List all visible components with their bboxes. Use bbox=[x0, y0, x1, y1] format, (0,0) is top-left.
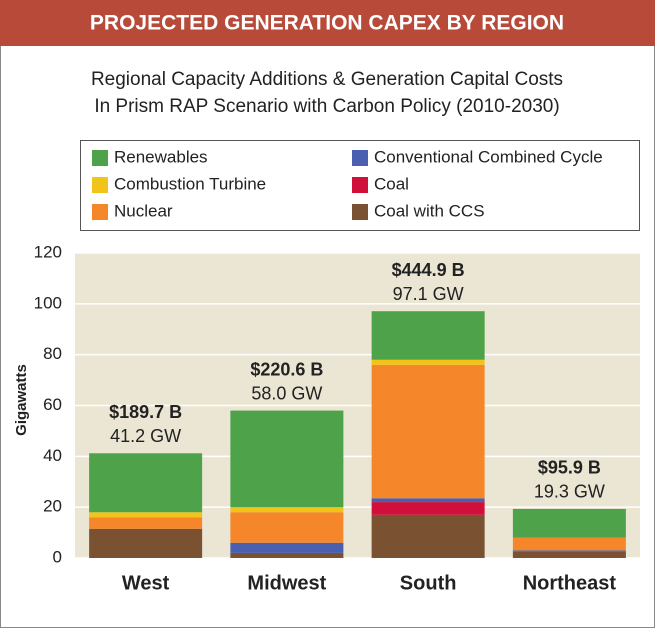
bar-segment bbox=[230, 542, 344, 553]
y-tick-label: 120 bbox=[34, 242, 62, 261]
x-tick-label: South bbox=[400, 572, 457, 594]
legend-label: Coal bbox=[374, 174, 409, 193]
chart-title: Regional Capacity Additions & Generation… bbox=[91, 69, 563, 90]
header-band bbox=[0, 0, 655, 46]
y-tick-label: 40 bbox=[43, 446, 62, 465]
y-tick-label: 80 bbox=[43, 344, 62, 363]
bar-segment bbox=[230, 507, 344, 513]
bar-segment bbox=[512, 537, 626, 551]
legend-label: Conventional Combined Cycle bbox=[374, 147, 603, 166]
cost-label: $189.7 B bbox=[109, 402, 182, 422]
bar-segment bbox=[371, 514, 485, 558]
y-tick-label: 0 bbox=[53, 547, 62, 566]
legend-swatch bbox=[352, 150, 368, 166]
cost-label: $444.9 B bbox=[392, 260, 465, 280]
bar-segment bbox=[230, 512, 344, 543]
bar-segment bbox=[89, 512, 203, 518]
bar-segment bbox=[89, 517, 203, 529]
y-tick-label: 20 bbox=[43, 497, 62, 516]
bar-segment bbox=[512, 551, 626, 558]
bar-segment bbox=[371, 498, 485, 503]
legend-swatch bbox=[352, 177, 368, 193]
legend-swatch bbox=[92, 150, 108, 166]
total-label: 58.0 GW bbox=[251, 383, 322, 403]
bar-segment bbox=[371, 502, 485, 515]
x-tick-label: Northeast bbox=[523, 572, 617, 594]
bar-segment bbox=[230, 410, 344, 508]
legend-label: Renewables bbox=[114, 147, 208, 166]
chart-subtitle: In Prism RAP Scenario with Carbon Policy… bbox=[94, 96, 559, 117]
legend-label: Nuclear bbox=[114, 201, 173, 220]
total-label: 41.2 GW bbox=[110, 426, 181, 446]
bar-segment bbox=[230, 552, 344, 558]
legend-swatch bbox=[352, 204, 368, 220]
x-tick-label: Midwest bbox=[247, 572, 326, 594]
cost-label: $95.9 B bbox=[538, 458, 601, 478]
bar-segment bbox=[512, 550, 626, 552]
bar-segment bbox=[89, 453, 203, 513]
y-tick-label: 60 bbox=[43, 395, 62, 414]
legend-swatch bbox=[92, 204, 108, 220]
total-label: 19.3 GW bbox=[534, 482, 605, 502]
header-title: PROJECTED GENERATION CAPEX BY REGION bbox=[90, 12, 564, 35]
bar-segment bbox=[371, 311, 485, 360]
legend-swatch bbox=[92, 177, 108, 193]
y-tick-label: 100 bbox=[34, 293, 62, 312]
bar-segment bbox=[512, 508, 626, 538]
bar-segment bbox=[89, 528, 203, 558]
legend-label: Combustion Turbine bbox=[114, 174, 266, 193]
y-axis-label: Gigawatts bbox=[13, 364, 30, 436]
bar-segment bbox=[371, 364, 485, 499]
legend-label: Coal with CCS bbox=[374, 201, 485, 220]
bar-segment bbox=[371, 359, 485, 365]
cost-label: $220.6 B bbox=[250, 359, 323, 379]
total-label: 97.1 GW bbox=[393, 284, 464, 304]
x-tick-label: West bbox=[122, 572, 170, 594]
